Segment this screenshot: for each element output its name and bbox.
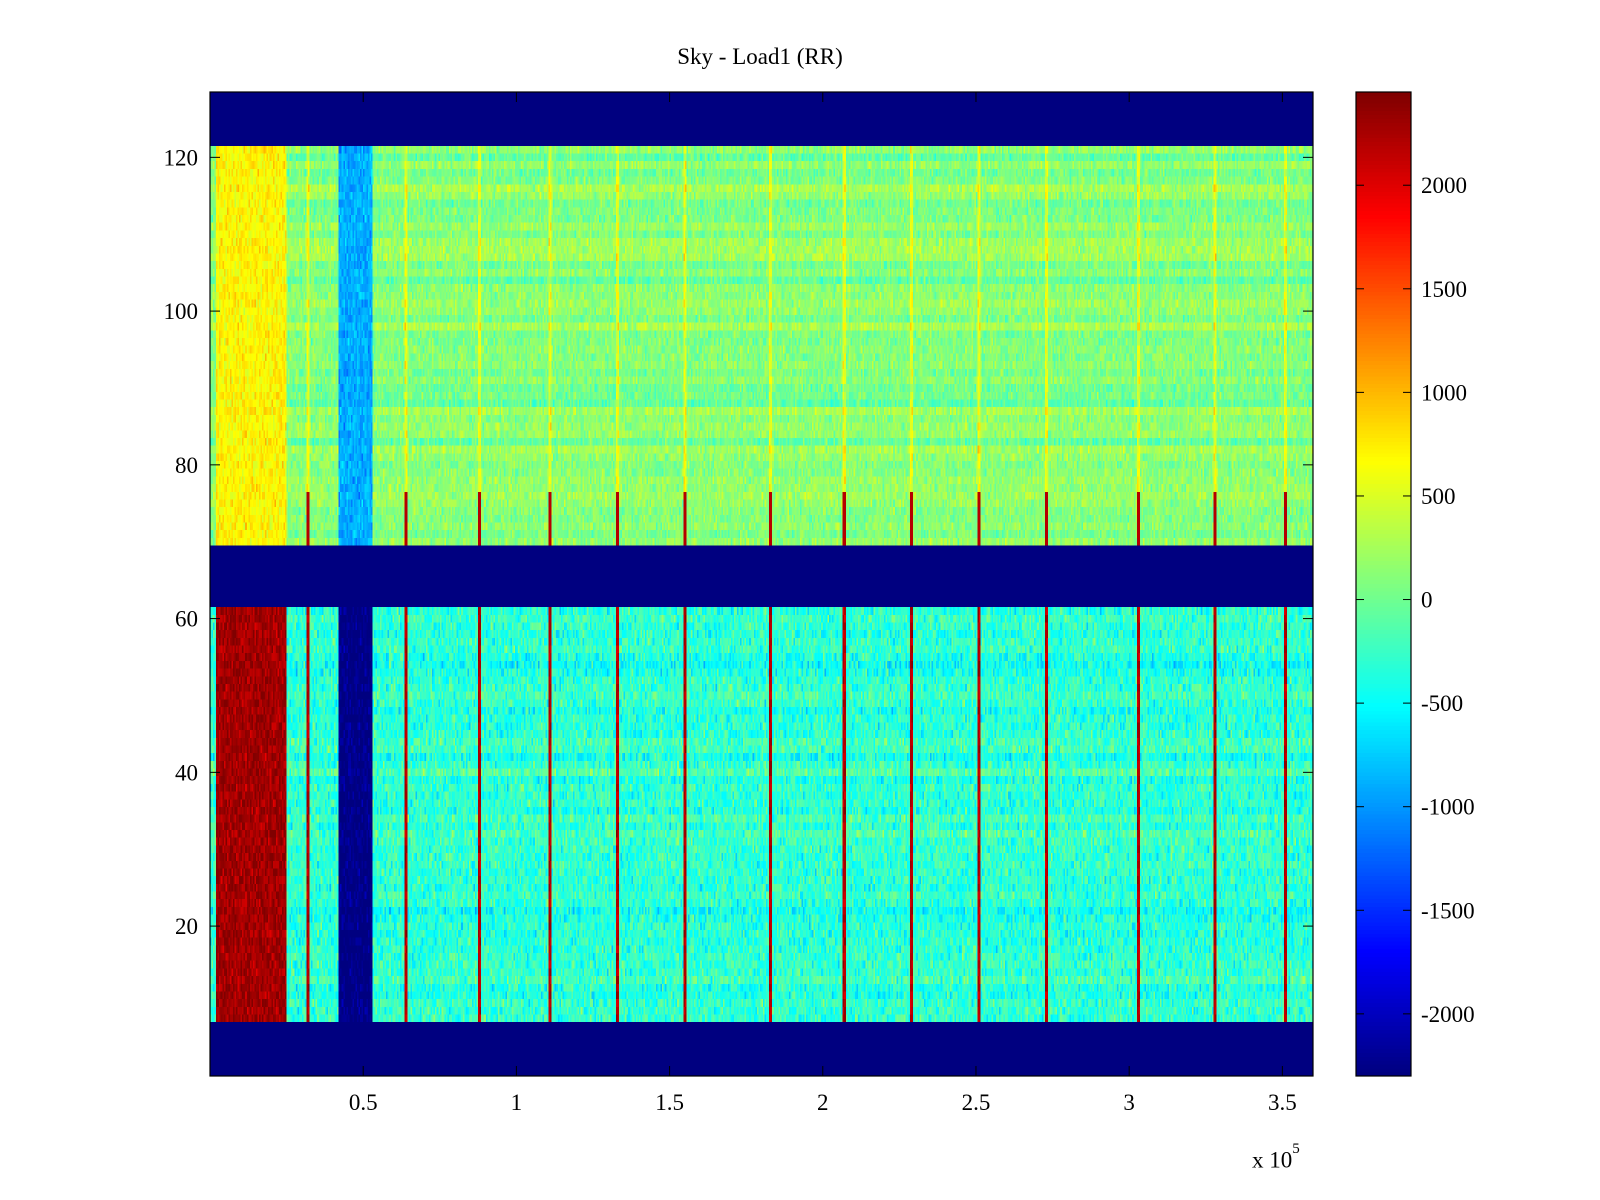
colorbar-tick-label: -500: [1421, 691, 1463, 716]
colorbar-tick-label: 1500: [1421, 277, 1467, 302]
colorbar-tick-label: -1000: [1421, 795, 1475, 820]
colorbar-tick-label: 0: [1421, 588, 1433, 613]
colorbar-tick-label: -2000: [1421, 1002, 1475, 1027]
y-tick-label: 40: [175, 760, 198, 785]
colorbar: [1356, 92, 1411, 1076]
x-axis-exponent-label: x 105: [1252, 1141, 1300, 1174]
chart-title: Sky - Load1 (RR): [677, 44, 843, 69]
y-tick-label: 100: [164, 299, 199, 324]
x-tick-label: 0.5: [349, 1090, 378, 1115]
x-tick-label: 3: [1123, 1090, 1135, 1115]
colorbar-tick-label: 1000: [1421, 380, 1467, 405]
x-tick-label: 3.5: [1268, 1090, 1297, 1115]
colorbar-tick-label: 2000: [1421, 173, 1467, 198]
x-tick-label: 2.5: [962, 1090, 991, 1115]
x-exponent-base: x 10: [1252, 1147, 1293, 1173]
colorbar-gradient: [1356, 92, 1411, 1076]
x-exponent-power: 5: [1292, 1141, 1300, 1157]
x-tick-label: 1: [511, 1090, 523, 1115]
colorbar-tick-label: 500: [1421, 484, 1456, 509]
y-tick-label: 80: [175, 453, 198, 478]
heatmap-image: [210, 92, 1313, 1076]
x-tick-label: 1.5: [655, 1090, 684, 1115]
x-tick-label: 2: [817, 1090, 829, 1115]
heatmap-plot-area: [210, 92, 1313, 1076]
y-tick-label: 120: [164, 145, 199, 170]
y-tick-label: 20: [175, 914, 198, 939]
colorbar-tick-label: -1500: [1421, 898, 1475, 923]
y-tick-label: 60: [175, 607, 198, 632]
